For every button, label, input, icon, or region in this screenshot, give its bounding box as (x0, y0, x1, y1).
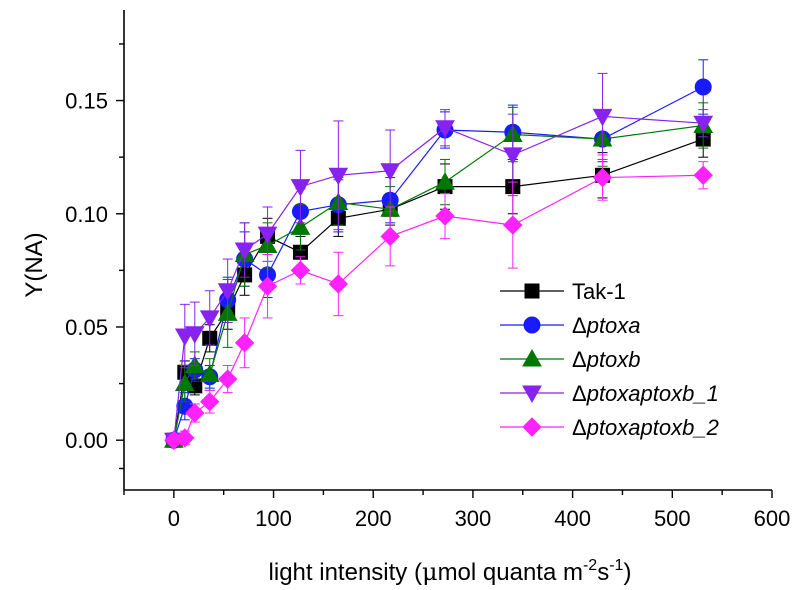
data-point (435, 172, 455, 190)
data-point (199, 310, 220, 328)
data-point (694, 78, 712, 96)
data-point (217, 283, 238, 301)
legend-item-1: Tak-1 (500, 279, 626, 304)
data-point (290, 179, 311, 197)
data-point (380, 226, 400, 247)
x-tick-label: 100 (255, 506, 292, 531)
data-point (185, 403, 205, 423)
data-point (257, 226, 278, 245)
x-tick-label: 0 (168, 506, 180, 531)
y-tick-label: 0.10 (65, 202, 108, 227)
legend: Tak-1 Δptoxa Δptoxb Δptoxaptoxb_1 Δptoxaptox… (500, 279, 719, 440)
x-tick-label: 200 (355, 506, 392, 531)
x-tick-label: 300 (455, 506, 492, 531)
legend-item-2: Δptoxa (500, 313, 641, 338)
data-point (435, 206, 455, 226)
data-point (502, 147, 523, 165)
axes (123, 10, 772, 491)
data-point (257, 276, 278, 296)
legend-marker (522, 385, 542, 404)
data-point (217, 369, 238, 389)
data-point (199, 364, 220, 383)
legend-label: Δptoxb (572, 347, 641, 372)
x-axis-title: light intensity (μmol quanta m-2s-1) (269, 557, 632, 586)
data-point (234, 333, 255, 353)
y-tick-label: 0.05 (65, 315, 108, 340)
data-point (435, 120, 455, 138)
data-point (184, 326, 205, 344)
legend-label: Δptoxa (572, 313, 641, 338)
legend-marker (524, 283, 540, 299)
legend-marker (522, 348, 542, 367)
x-tick-label: 600 (754, 506, 791, 531)
data-point (380, 163, 401, 181)
legend-item-4: Δptoxaptoxb_1 (500, 381, 719, 406)
data-point (693, 165, 713, 185)
x-tick-label: 400 (554, 506, 591, 531)
data-point (290, 217, 311, 235)
ticks: 0 100 200 300 400 500 600 0.00 0.05 0.10 0.15 (65, 43, 791, 531)
legend-marker (523, 316, 541, 334)
data-point (200, 391, 220, 412)
y-tick-label: 0.00 (65, 428, 108, 453)
data-point (592, 167, 613, 188)
data-point (234, 242, 255, 261)
series-5 (164, 154, 713, 450)
y-axis-title: Y(NA) (21, 232, 48, 297)
legend-item-5: Δptoxaptoxb_2 (500, 415, 719, 440)
data-point (175, 428, 195, 448)
series (163, 59, 714, 451)
data-point (503, 215, 523, 235)
data-point (328, 274, 349, 294)
x-tick-label: 500 (654, 506, 691, 531)
legend-label: Δptoxaptoxb_2 (572, 415, 719, 440)
legend-marker (522, 417, 542, 437)
data-point (592, 108, 613, 127)
legend-label: Tak-1 (572, 279, 626, 304)
legend-item-3: Δptoxb (500, 347, 641, 372)
data-point (290, 260, 311, 281)
data-point (328, 167, 349, 186)
legend-label: Δptoxaptoxb_1 (572, 381, 719, 406)
y-tick-label: 0.15 (65, 89, 108, 114)
data-point (693, 115, 714, 134)
